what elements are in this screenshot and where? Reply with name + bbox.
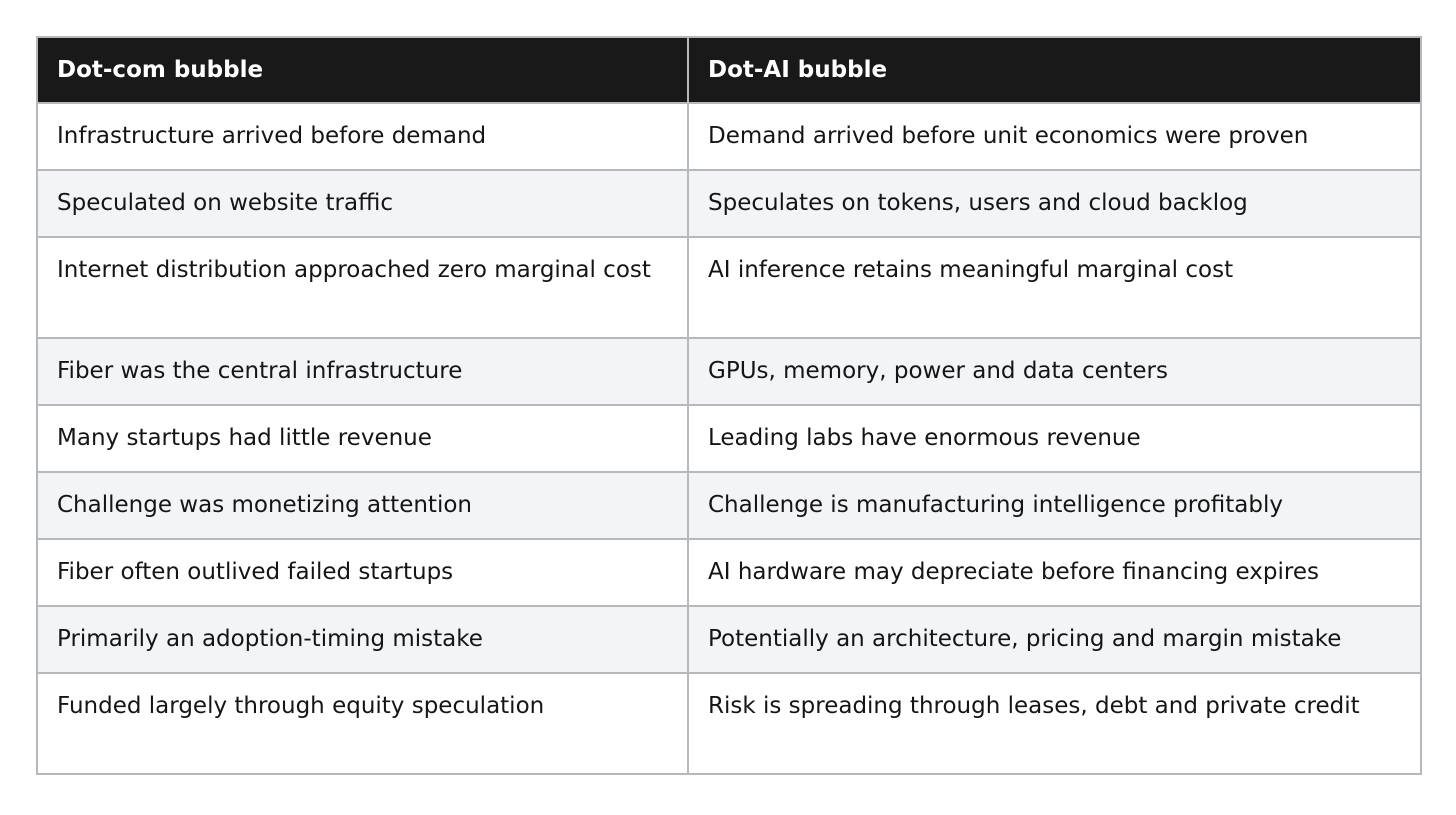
comparison-table: Dot-com bubble Dot-AI bubble Infrastruct… — [36, 36, 1422, 775]
dot-com-cell: Fiber often outlived failed startups — [36, 538, 689, 607]
dot-ai-cell: Potentially an architecture, pricing and… — [687, 605, 1422, 674]
dot-com-cell: Fiber was the central infrastructure — [36, 337, 689, 406]
dot-com-cell: Funded largely through equity speculatio… — [36, 672, 689, 775]
table-row: Fiber was the central infrastructure GPU… — [36, 337, 1422, 406]
dot-com-cell: Challenge was monetizing attention — [36, 471, 689, 540]
table-body: Infrastructure arrived before demand Dem… — [36, 102, 1422, 775]
table-header: Dot-com bubble Dot-AI bubble — [36, 36, 1422, 104]
dot-ai-cell: AI inference retains meaningful marginal… — [687, 236, 1422, 339]
column-header-dot-ai: Dot-AI bubble — [687, 36, 1422, 104]
table-row: Internet distribution approached zero ma… — [36, 236, 1422, 339]
table-row: Infrastructure arrived before demand Dem… — [36, 102, 1422, 171]
table-row: Speculated on website traffic Speculates… — [36, 169, 1422, 238]
dot-com-cell: Internet distribution approached zero ma… — [36, 236, 689, 339]
comparison-table-container: Dot-com bubble Dot-AI bubble Infrastruct… — [36, 36, 1422, 775]
dot-com-cell: Infrastructure arrived before demand — [36, 102, 689, 171]
table-row: Funded largely through equity speculatio… — [36, 672, 1422, 775]
dot-ai-cell: AI hardware may depreciate before financ… — [687, 538, 1422, 607]
column-header-dot-com: Dot-com bubble — [36, 36, 689, 104]
table-row: Many startups had little revenue Leading… — [36, 404, 1422, 473]
dot-ai-cell: Risk is spreading through leases, debt a… — [687, 672, 1422, 775]
dot-ai-cell: Demand arrived before unit economics wer… — [687, 102, 1422, 171]
table-row: Challenge was monetizing attention Chall… — [36, 471, 1422, 540]
table-row: Fiber often outlived failed startups AI … — [36, 538, 1422, 607]
dot-com-cell: Primarily an adoption-timing mistake — [36, 605, 689, 674]
dot-com-cell: Many startups had little revenue — [36, 404, 689, 473]
dot-ai-cell: GPUs, memory, power and data centers — [687, 337, 1422, 406]
dot-ai-cell: Leading labs have enormous revenue — [687, 404, 1422, 473]
header-row: Dot-com bubble Dot-AI bubble — [36, 36, 1422, 104]
dot-com-cell: Speculated on website traffic — [36, 169, 689, 238]
table-row: Primarily an adoption-timing mistake Pot… — [36, 605, 1422, 674]
dot-ai-cell: Challenge is manufacturing intelligence … — [687, 471, 1422, 540]
dot-ai-cell: Speculates on tokens, users and cloud ba… — [687, 169, 1422, 238]
